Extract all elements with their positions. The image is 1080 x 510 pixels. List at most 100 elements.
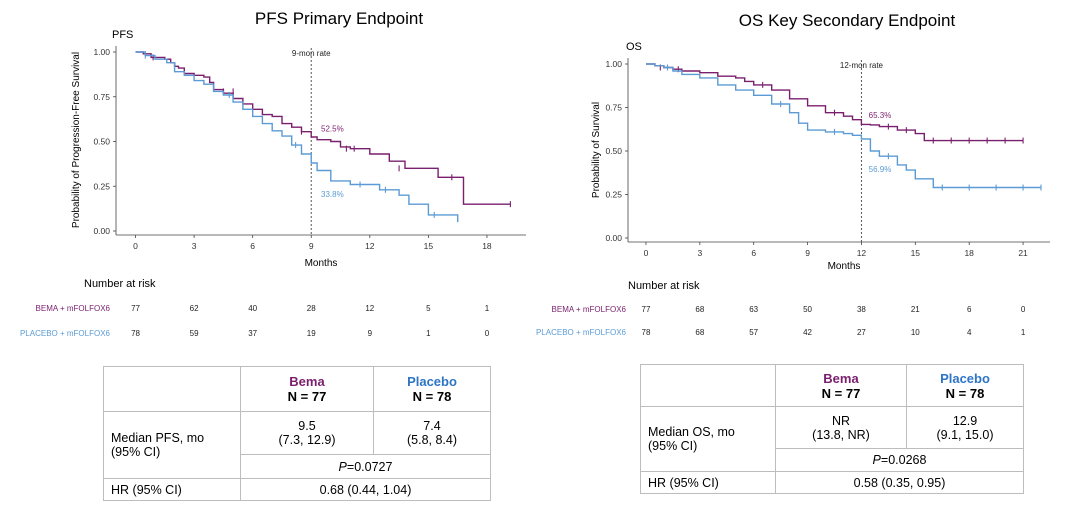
bema-risk-count: 62 <box>190 304 199 313</box>
x-tick-label: 9 <box>805 248 810 258</box>
pfs-hr-value: 0.68 (0.44, 1.04) <box>240 478 491 501</box>
pfs-median-ci-label: (95% CI) <box>111 445 161 459</box>
x-tick-label: 15 <box>424 241 434 251</box>
pfs-risk-header: Number at risk <box>84 278 156 290</box>
y-tick-label: 0.00 <box>93 226 110 236</box>
pfs-placebo-median: 7.4 <box>423 419 441 433</box>
x-tick-label: 15 <box>911 248 921 258</box>
bema-risk-count: 63 <box>749 305 758 314</box>
placebo-rate-label: 56.9% <box>869 165 892 174</box>
reference-line-label: 12-mon rate <box>840 61 884 70</box>
bema-rate-label: 52.5% <box>321 125 344 134</box>
placebo-risk-count: 78 <box>131 329 140 338</box>
os-panel-label: OS <box>626 41 642 53</box>
y-tick-label: 1.00 <box>605 59 622 69</box>
os-y-ticks: 0.00 0.25 0.50 0.75 1.00 <box>605 59 628 243</box>
os-p-value-cell: P=0.0268 <box>775 448 1024 472</box>
bema-risk-count: 21 <box>911 305 920 314</box>
os-chart-title: OS Key Secondary Endpoint <box>739 11 956 30</box>
placebo-risk-count: 59 <box>190 329 199 338</box>
pfs-summary-table: Bema N = 77 Placebo N = 78 Median PFS, m… <box>103 366 491 501</box>
pfs-bema-header: Bema <box>289 374 325 389</box>
pfs-y-axis-label: Probability of Progression-Free Survival <box>71 52 82 228</box>
x-tick-label: 0 <box>644 248 649 258</box>
os-median-label: Median OS, mo <box>648 425 735 439</box>
pfs-y-ticks: 0.00 0.25 0.50 0.75 1.00 <box>93 47 116 236</box>
bema-risk-count: 6 <box>967 305 972 314</box>
x-tick-label: 18 <box>482 241 492 251</box>
placebo-risk-count: 57 <box>749 328 758 337</box>
pfs-risk-table: BEMA + mFOLFOX6 77 62 40 28 12 5 1 PLACEBO + mFO… <box>20 304 490 338</box>
y-tick-label: 0.00 <box>605 233 622 243</box>
y-tick-label: 0.75 <box>605 103 622 113</box>
pfs-p-value: =0.0727 <box>346 459 393 474</box>
y-tick-label: 0.50 <box>605 146 622 156</box>
pfs-bema-ci: (7.3, 12.9) <box>278 433 336 447</box>
placebo-rate-label: 33.8% <box>321 190 344 199</box>
pfs-x-ticks: 0 3 6 9 12 15 18 <box>133 235 492 251</box>
bema-risk-count: 40 <box>248 304 257 313</box>
os-median-label-cell: Median OS, mo (95% CI) <box>640 406 776 472</box>
os-bema-ci: (13.8, NR) <box>812 427 870 442</box>
os-median-ci-label: (95% CI) <box>648 439 698 453</box>
os-reference-line: 12-mon rate <box>840 60 884 242</box>
x-tick-label: 18 <box>964 248 974 258</box>
os-chart: OS Key Secondary Endpoint OS 0 3 6 9 12 15 18 2… <box>536 11 1050 337</box>
bema-risk-count: 38 <box>857 305 866 314</box>
placebo-risk-count: 19 <box>307 329 316 338</box>
placebo-risk-count: 78 <box>642 328 651 337</box>
pfs-p-prefix: P <box>338 459 347 474</box>
bema-risk-count: 50 <box>803 305 812 314</box>
placebo-risk-count: 37 <box>248 329 257 338</box>
bema-risk-count: 0 <box>1021 305 1026 314</box>
y-tick-label: 0.25 <box>93 181 110 191</box>
y-tick-label: 1.00 <box>93 47 110 57</box>
y-tick-label: 0.25 <box>605 190 622 200</box>
placebo-risk-count: 4 <box>967 328 972 337</box>
os-placebo-ci: (9.1, 15.0) <box>936 427 994 442</box>
pfs-annotations: 52.5% 33.8% <box>321 125 344 199</box>
os-curves <box>646 63 1042 191</box>
pfs-placebo-ci: (5.8, 8.4) <box>406 433 458 447</box>
os-risk-header: Number at risk <box>628 280 700 292</box>
pfs-bema-median-cell: 9.5 (7.3, 12.9) <box>240 411 374 455</box>
os-bema-header-cell: Bema N = 77 <box>775 364 907 407</box>
bema-risk-count: 68 <box>695 305 704 314</box>
bema-risk-label: BEMA + mFOLFOX6 <box>36 304 111 313</box>
os-placebo-header: Placebo <box>940 370 990 386</box>
os-bema-header: Bema <box>823 370 859 386</box>
pfs-placebo-header-cell: Placebo N = 78 <box>373 366 491 412</box>
os-placebo-n: N = 78 <box>945 385 985 401</box>
placebo-risk-count: 0 <box>485 329 490 338</box>
x-tick-label: 3 <box>192 241 197 251</box>
x-tick-label: 0 <box>133 241 138 251</box>
bema-risk-count: 28 <box>307 304 316 313</box>
pfs-placebo-n: N = 78 <box>412 389 452 404</box>
pfs-chart: PFS Primary Endpoint PFS 0 3 6 9 12 15 18 0.00… <box>20 9 526 338</box>
placebo-risk-count: 42 <box>803 328 812 337</box>
os-hr-label: HR (95% CI) <box>640 471 776 494</box>
bema-risk-count: 5 <box>426 304 431 313</box>
os-annotations: 65.3% 56.9% <box>869 111 892 174</box>
pfs-panel-label: PFS <box>112 29 133 41</box>
os-summary-table: Bema N = 77 Placebo N = 78 Median OS, mo… <box>640 364 1024 494</box>
reference-line-label: 9-mon rate <box>292 49 331 58</box>
bema-risk-label: BEMA + mFOLFOX6 <box>552 305 627 314</box>
placebo-risk-count: 27 <box>857 328 866 337</box>
y-tick-label: 0.75 <box>93 92 110 102</box>
pfs-median-label-cell: Median PFS, mo (95% CI) <box>103 411 241 479</box>
bema-risk-count: 1 <box>485 304 490 313</box>
pfs-placebo-median-cell: 7.4 (5.8, 8.4) <box>373 411 491 455</box>
x-tick-label: 6 <box>250 241 255 251</box>
pfs-median-label: Median PFS, mo <box>111 431 205 445</box>
pfs-hr-label: HR (95% CI) <box>103 478 241 501</box>
bema-rate-label: 65.3% <box>869 111 892 120</box>
x-tick-label: 6 <box>751 248 756 258</box>
placebo-risk-count: 9 <box>368 329 373 338</box>
os-risk-table: BEMA + mFOLFOX6 77 68 63 50 38 21 6 0 PLACEBO + m… <box>536 305 1026 337</box>
bema-survival-curve <box>646 63 1024 142</box>
pfs-table-corner <box>103 366 241 412</box>
bema-risk-count: 77 <box>131 304 140 313</box>
os-hr-value: 0.58 (0.35, 0.95) <box>775 471 1024 494</box>
os-x-axis-label: Months <box>828 261 861 272</box>
